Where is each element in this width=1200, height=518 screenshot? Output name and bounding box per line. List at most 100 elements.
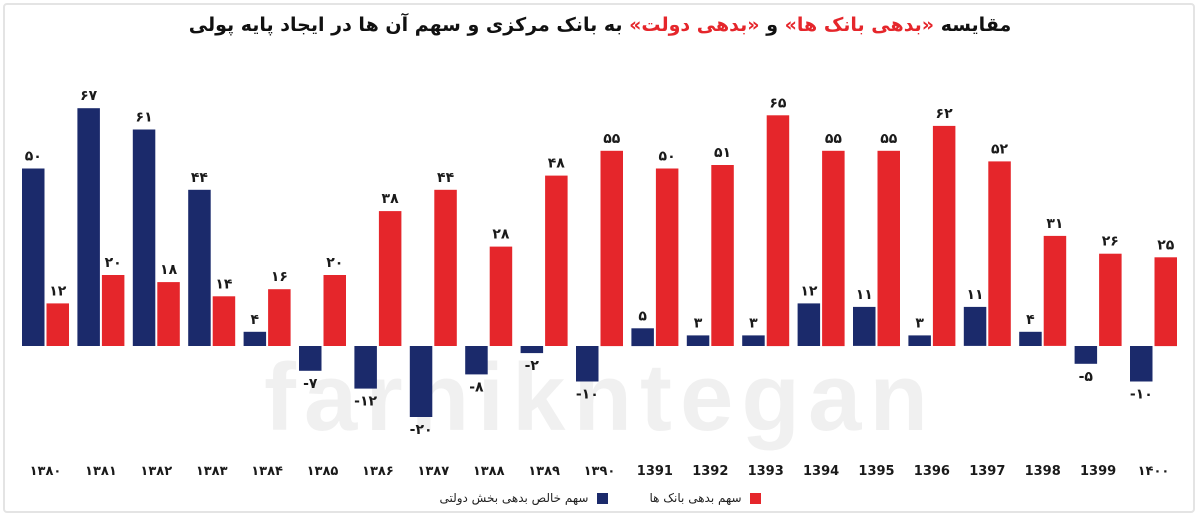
x-tick-20: ۱۴۰۰	[1138, 464, 1170, 479]
label-banks-12: ۵۱	[714, 145, 731, 161]
bar-banks-3	[212, 296, 236, 346]
label-banks-3: ۱۴	[215, 276, 233, 292]
bars-layer	[22, 108, 1177, 417]
label-banks-10: ۵۵	[603, 131, 621, 147]
label-banks-20: ۲۵	[1157, 237, 1175, 253]
title-part-5: به بانک مرکزی و سهم آن ها در ایجاد پایه …	[188, 14, 630, 36]
x-tick-4: ۱۳۸۴	[251, 464, 283, 479]
bar-government-10	[576, 346, 599, 382]
bar-banks-1	[101, 275, 125, 346]
bar-banks-7	[434, 189, 457, 346]
bar-government-7	[409, 346, 433, 417]
label-government-16: ۳	[915, 315, 924, 331]
x-tick-0: ۱۳۸۰	[30, 464, 62, 479]
bar-government-12	[686, 335, 710, 346]
bar-government-14	[797, 303, 821, 346]
label-government-6: -۱۲	[354, 394, 377, 410]
x-tick-1: ۱۳۸۱	[85, 464, 117, 479]
bar-banks-4	[268, 289, 291, 346]
bar-banks-11	[655, 168, 679, 346]
label-banks-7: ۴۴	[437, 170, 455, 186]
x-tick-16: 1396	[914, 464, 950, 479]
label-banks-16: ۶۲	[936, 106, 954, 122]
label-government-13: ۳	[749, 315, 758, 331]
label-government-15: ۱۱	[856, 287, 873, 303]
bar-government-19	[1074, 346, 1098, 364]
label-banks-2: ۱۸	[160, 262, 178, 278]
legend-swatch-banks	[749, 492, 761, 504]
bar-banks-18	[1043, 235, 1067, 346]
value-labels-layer: ۵۰ ۱۲ ۶۷ ۲۰ ۶۱ ۱۸ ۴۴ ۱۴ ۴ ۱۶ -۷ ۲۰ -۱۲ ۳۸ -۲۰ ۴۴ -۸ ۲۸ -۲ ۴…	[25, 88, 1175, 438]
label-government-17: ۱۱	[966, 287, 983, 303]
label-banks-11: ۵۰	[659, 149, 676, 165]
label-banks-6: ۳۸	[382, 191, 400, 207]
label-banks-13: ۶۵	[769, 95, 787, 111]
label-government-5: -۷	[303, 376, 318, 392]
chart-frame	[3, 3, 1195, 513]
bar-government-8	[465, 346, 488, 375]
title-part-1: مقایسه	[934, 14, 1012, 36]
x-tick-9: ۱۳۸۹	[528, 464, 560, 479]
label-banks-14: ۵۵	[825, 131, 843, 147]
bar-government-16	[908, 335, 931, 346]
x-tick-15: 1395	[858, 464, 894, 479]
bar-banks-16	[932, 125, 956, 347]
chart-title: مقایسه «بدهی بانک ها» و «بدهی دولت» به ب…	[0, 14, 1200, 36]
legend: سهم خالص بدهی بخش دولتی سهم بدهی بانک ها	[0, 491, 1200, 505]
bar-banks-6	[378, 211, 402, 346]
title-government-debt: «بدهی دولت»	[629, 14, 760, 36]
label-government-19: -۵	[1079, 369, 1094, 385]
bar-banks-5	[323, 275, 346, 346]
x-tick-8: ۱۳۸۸	[473, 464, 505, 479]
bar-banks-12	[711, 165, 734, 346]
x-tick-2: ۱۳۸۲	[140, 464, 172, 479]
bar-banks-19	[1099, 253, 1122, 346]
bar-banks-10	[600, 150, 623, 347]
bar-government-15	[853, 306, 876, 346]
bar-government-3	[188, 189, 211, 346]
label-government-18: ۴	[1026, 312, 1035, 328]
bar-banks-13	[766, 115, 790, 347]
x-tick-11: 1391	[637, 464, 673, 479]
x-tick-6: ۱۳۸۶	[362, 464, 394, 479]
x-tick-5: ۱۳۸۵	[307, 464, 339, 479]
bar-government-1	[77, 108, 100, 346]
label-banks-19: ۲۶	[1102, 234, 1119, 250]
bar-banks-20	[1154, 257, 1177, 347]
label-banks-1: ۲۰	[105, 255, 122, 271]
bar-banks-14	[822, 150, 845, 347]
x-tick-12: 1392	[692, 464, 728, 479]
label-government-11: ۵	[638, 308, 647, 324]
x-tick-7: ۱۳۸۷	[417, 464, 449, 479]
label-banks-9: ۴۸	[548, 156, 566, 172]
label-government-14: ۱۲	[800, 283, 818, 299]
label-government-4: ۴	[251, 312, 260, 328]
x-tick-13: 1393	[748, 464, 784, 479]
x-tick-3: ۱۳۸۳	[196, 464, 228, 479]
x-axis-ticks: ۱۳۸۰ ۱۳۸۱ ۱۳۸۲ ۱۳۸۳ ۱۳۸۴ ۱۳۸۵ ۱۳۸۶ ۱۳۸۷ ۱۳۸۸ ۱۳۸۹…	[30, 464, 1170, 479]
bar-government-9	[520, 346, 544, 354]
label-government-2: ۶۱	[136, 110, 153, 126]
bar-banks-8	[489, 246, 513, 346]
bar-government-20	[1130, 346, 1153, 382]
legend-item-banks: سهم بدهی بانک ها	[650, 491, 761, 505]
label-government-7: -۲۰	[410, 422, 433, 438]
label-government-12: ۳	[694, 315, 703, 331]
label-banks-5: ۲۰	[326, 255, 343, 271]
bar-government-6	[354, 346, 377, 389]
x-tick-19: 1399	[1080, 464, 1116, 479]
bar-government-2	[132, 129, 156, 346]
bar-banks-0	[46, 303, 69, 346]
legend-label-banks: سهم بدهی بانک ها	[649, 491, 742, 505]
bar-banks-17	[988, 161, 1011, 346]
label-government-10: -۱۰	[576, 387, 599, 403]
bar-banks-15	[877, 150, 900, 347]
label-government-1: ۶۷	[80, 88, 98, 104]
label-banks-4: ۱۶	[271, 269, 288, 285]
legend-label-government: سهم خالص بدهی بخش دولتی	[439, 491, 589, 505]
legend-swatch-government	[596, 492, 608, 504]
label-banks-8: ۲۸	[492, 227, 510, 243]
bar-government-4	[243, 331, 267, 346]
label-government-3: ۴۴	[191, 170, 209, 186]
